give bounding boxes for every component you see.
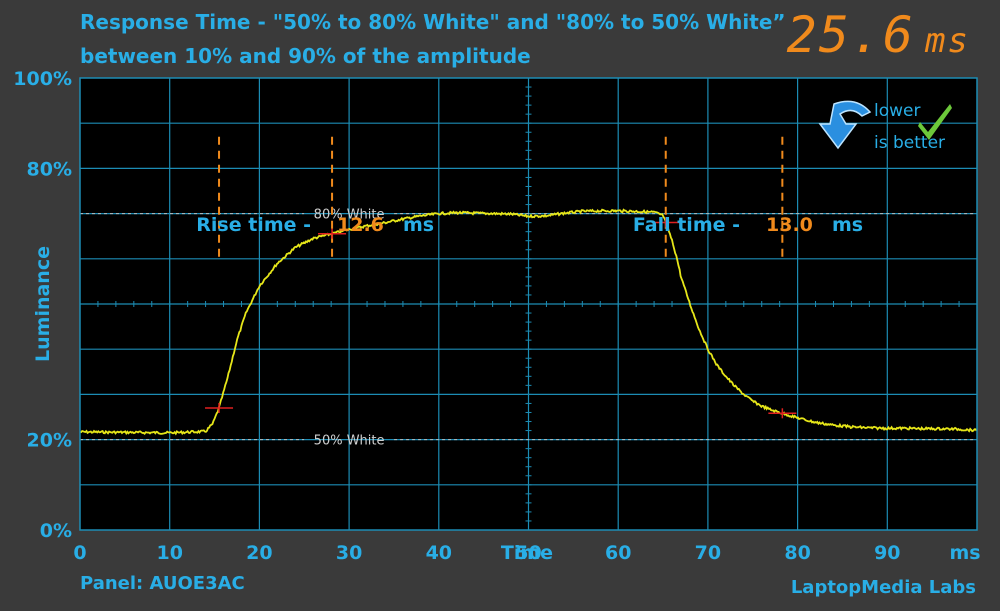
reference-label: 50% White xyxy=(314,434,385,449)
grid xyxy=(79,77,978,531)
x-tick-label: 90 xyxy=(874,542,900,564)
badge-line-2: is better xyxy=(874,133,945,153)
x-tick-label: 70 xyxy=(695,542,721,564)
x-tick-label: 30 xyxy=(336,542,362,564)
down-arrow-icon xyxy=(818,100,872,150)
lower-is-better-badge: lower is better xyxy=(818,100,952,153)
total-response-time: 25.6 ms xyxy=(787,6,970,64)
y-tick-label: 100% xyxy=(13,68,72,90)
threshold-crossings xyxy=(205,217,797,419)
panel-label: Panel: AUOE3AC xyxy=(80,573,245,594)
x-tick-label: 40 xyxy=(426,542,452,564)
rise-time-label: Rise time - xyxy=(196,214,311,236)
x-tick-label: 50 xyxy=(515,542,541,564)
x-tick-label: 60 xyxy=(605,542,631,564)
chart-title-line-2: between 10% and 90% of the amplitude xyxy=(80,44,531,68)
fall-time-unit: ms xyxy=(832,214,863,236)
brand-label: LaptopMedia Labs xyxy=(790,577,976,598)
fall-time-value: 13.0 xyxy=(766,214,813,236)
x-axis-title: Time xyxy=(501,542,553,564)
fall-time-label: Fall time - xyxy=(633,214,740,236)
rise-time-unit: ms xyxy=(403,214,434,236)
x-tick-label: 80 xyxy=(784,542,810,564)
x-tick-label: 0 xyxy=(73,542,86,564)
y-tick-label: 0% xyxy=(40,520,72,542)
axis-labels: 0 10 20 30 40 50 60 70 80 90 100% 80% 20% 0% xyxy=(13,68,900,564)
chart-title-line-1: Response Time - "50% to 80% White" and "… xyxy=(80,10,786,34)
badge-line-1: lower xyxy=(874,101,920,121)
y-tick-label: 80% xyxy=(27,158,72,180)
y-axis-title: Luminance xyxy=(32,246,54,362)
x-tick-label: 10 xyxy=(156,542,182,564)
plot-border xyxy=(79,77,978,531)
y-tick-label: 20% xyxy=(27,430,72,452)
total-value: 25.6 xyxy=(786,6,916,64)
rise-time-value: 12.6 xyxy=(337,214,384,236)
x-axis-unit: ms xyxy=(949,542,980,564)
x-tick-label: 20 xyxy=(246,542,272,564)
checkmark-icon xyxy=(918,104,952,140)
total-unit: ms xyxy=(925,21,970,61)
luminance-curve xyxy=(79,208,978,436)
